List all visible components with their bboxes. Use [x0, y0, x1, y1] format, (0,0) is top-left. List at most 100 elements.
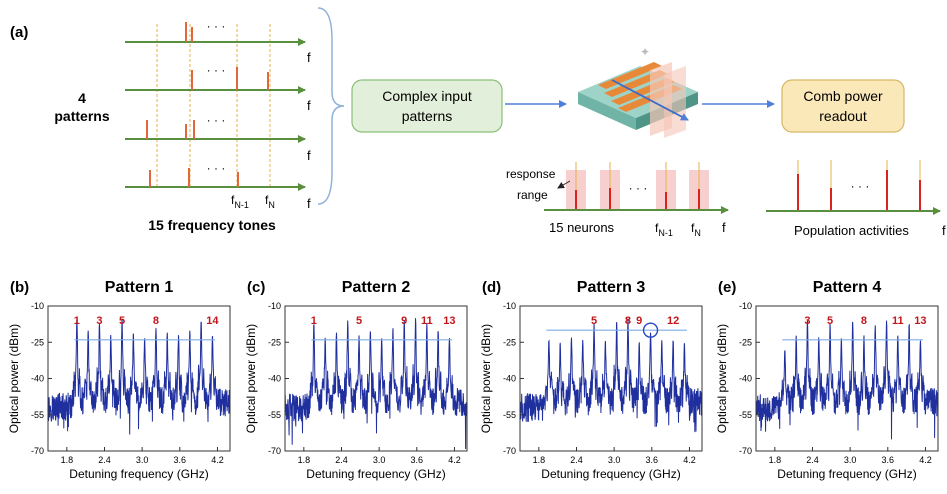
readout-line2: readout — [819, 108, 867, 124]
guide-lines — [156, 24, 271, 188]
spectrum-chart-4: (e) Pattern 4 -10 -25 -40 -55 -70 1.8 2.4 3.0 3.6 4… — [715, 279, 939, 481]
range-label: range — [517, 188, 548, 202]
peak-label: 12 — [667, 315, 679, 327]
panel-label: (c) — [247, 279, 265, 296]
x-tick-label: 2.4 — [806, 455, 819, 465]
readout-line1: Comb power — [803, 88, 883, 104]
peak-label: 3 — [96, 315, 102, 327]
patterns-count: 4 — [78, 90, 86, 106]
tone-label-n-main: f — [265, 193, 269, 207]
patterns-word: patterns — [54, 108, 109, 124]
population-ellipsis: · · · — [851, 179, 870, 193]
peak-label: 1 — [74, 315, 80, 327]
y-axis-label: Optical power (dBm) — [244, 324, 258, 433]
device-illustration: ✦ — [578, 45, 698, 138]
x-tick-label: 4.2 — [448, 455, 461, 465]
tones-caption: 15 frequency tones — [148, 217, 276, 233]
complex-input-line1: Complex input — [382, 88, 472, 104]
y-tick-label: -40 — [268, 374, 281, 384]
peak-label: 9 — [636, 315, 642, 327]
complex-input-line2: patterns — [402, 108, 453, 124]
peak-label: 5 — [356, 315, 362, 327]
panel-a-schematic: (a) 4 patterns — [10, 7, 946, 238]
panel-label: (d) — [482, 279, 501, 296]
x-tick-label: 3.0 — [373, 455, 386, 465]
peak-label: 5 — [591, 315, 597, 327]
axis-f-label: f — [307, 196, 311, 211]
peak-label: 11 — [421, 315, 433, 327]
range-pointer — [557, 180, 571, 189]
x-axis-label: Detuning frequency (GHz) — [69, 467, 208, 481]
x-tick-label: 3.6 — [174, 455, 187, 465]
peak-label: 1 — [311, 315, 317, 327]
tone-ellipsis: · · · — [207, 161, 226, 175]
population-caption: Population activities — [794, 223, 909, 238]
response-label: response — [506, 167, 556, 181]
y-tick-label: -55 — [739, 410, 752, 420]
x-tick-label: 2.4 — [570, 455, 583, 465]
device-pane — [664, 66, 686, 138]
population-axis-f: f — [942, 223, 946, 238]
x-tick-label: 2.4 — [335, 455, 348, 465]
peak-label: 9 — [401, 315, 407, 327]
x-tick-label: 1.8 — [61, 455, 74, 465]
y-tick-label: -10 — [31, 301, 44, 311]
peak-label: 13 — [443, 315, 455, 327]
y-axis-label: Optical power (dBm) — [479, 324, 493, 433]
spectrum-panels: (b) Pattern 1 -10 -25 -40 -55 -70 1.8 2.4 3.0 3.6 4… — [7, 279, 939, 481]
peak-label: 11 — [892, 315, 904, 327]
peak-label: 8 — [625, 315, 631, 327]
pattern-tones — [146, 22, 269, 187]
pattern-axes — [125, 38, 306, 191]
tone-label-n1: fN-1 — [231, 193, 249, 210]
chart-title: Pattern 1 — [105, 279, 174, 296]
chart-title: Pattern 4 — [813, 279, 882, 296]
chart-title: Pattern 3 — [577, 279, 646, 296]
peak-label: 5 — [827, 315, 833, 327]
peak-label: 8 — [153, 315, 159, 327]
neuron-label-n-main: f — [691, 221, 695, 235]
x-axis-label: Detuning frequency (GHz) — [541, 467, 680, 481]
x-tick-label: 3.0 — [136, 455, 149, 465]
tone-ellipsis: · · · — [207, 19, 226, 33]
x-axis-label: Detuning frequency (GHz) — [306, 467, 445, 481]
neuron-label-n: fN — [691, 221, 701, 238]
neurons-caption: 15 neurons — [549, 220, 615, 235]
neuron-label-n1: fN-1 — [655, 221, 673, 238]
x-tick-label: 1.8 — [298, 455, 311, 465]
x-tick-label: 3.6 — [882, 455, 895, 465]
y-tick-label: -40 — [503, 374, 516, 384]
neurons-axis-f: f — [722, 220, 726, 235]
y-tick-label: -40 — [739, 374, 752, 384]
tone-ellipsis: · · · — [207, 63, 226, 77]
x-tick-label: 3.0 — [608, 455, 621, 465]
x-tick-label: 3.6 — [411, 455, 424, 465]
peak-label: 14 — [206, 315, 219, 327]
y-tick-label: -25 — [739, 337, 752, 347]
device-base-left — [578, 92, 636, 130]
x-tick-label: 3.6 — [646, 455, 659, 465]
spectrum-chart-3: (d) Pattern 3 -10 -25 -40 -55 -70 1.8 2.4 3.0 3.6 4… — [479, 279, 703, 481]
device-strip — [598, 62, 662, 89]
readout-box — [781, 79, 905, 133]
x-tick-label: 1.8 — [769, 455, 782, 465]
y-tick-label: -55 — [31, 410, 44, 420]
highlight-circle — [642, 322, 659, 338]
x-tick-label: 4.2 — [919, 455, 932, 465]
peak-label: 3 — [804, 315, 810, 327]
y-axis-label: Optical power (dBm) — [7, 324, 21, 433]
spectrum-trace — [755, 320, 939, 440]
spectrum-chart-1: (b) Pattern 1 -10 -25 -40 -55 -70 1.8 2.4 3.0 3.6 4… — [7, 279, 231, 481]
neuron-label-n1-sub: N-1 — [658, 228, 673, 238]
spectrum-trace — [47, 318, 231, 435]
neuron-ellipsis: · · · — [629, 181, 648, 195]
y-tick-label: -70 — [503, 446, 516, 456]
y-axis-label: Optical power (dBm) — [715, 324, 729, 433]
axis-f-label: f — [307, 148, 311, 163]
y-tick-label: -10 — [268, 301, 281, 311]
tone-ellipsis: · · · — [207, 113, 226, 127]
peak-label: 5 — [119, 315, 125, 327]
y-tick-label: -55 — [268, 410, 281, 420]
